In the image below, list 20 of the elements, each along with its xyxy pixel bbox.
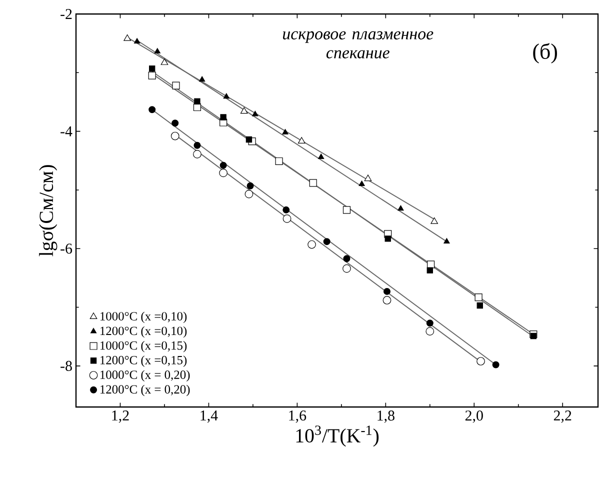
y-tick-label: -4 (60, 126, 72, 136)
x-axis-title: 10$^{3}$/T(K$^{-1}$) (296, 426, 379, 447)
x-tick-label: 1,2 (112, 410, 129, 423)
legend-label: 1200°C (x =0,15) (100, 356, 187, 367)
legend-label: 1200°C (x = 0,20) (100, 384, 190, 396)
y-tick-label: -6 (60, 244, 72, 254)
legend-label: 1000°C (x = 0,20) (100, 370, 190, 382)
x-tick-label: 1,8 (378, 410, 394, 423)
x-tick-label: 1,4 (200, 410, 218, 423)
annotation: (б) (533, 43, 557, 64)
x-tick-label: 1,6 (289, 410, 306, 423)
legend-label: 1200°C (x =0,10) (100, 326, 187, 338)
legend-label: 1000°C (x =0,15) (100, 340, 187, 352)
y-axis-title: lgσ(См/см) (39, 165, 58, 256)
y-tick-label: -8 (60, 360, 72, 371)
x-tick-label: 2,2 (554, 410, 572, 423)
legend-label: 1000°C (x =0,10) (100, 312, 187, 324)
y-tick-label: -2 (60, 9, 72, 19)
annotation: искровое плазменное спекание (283, 31, 434, 58)
x-tick-label: 2,0 (465, 410, 483, 423)
